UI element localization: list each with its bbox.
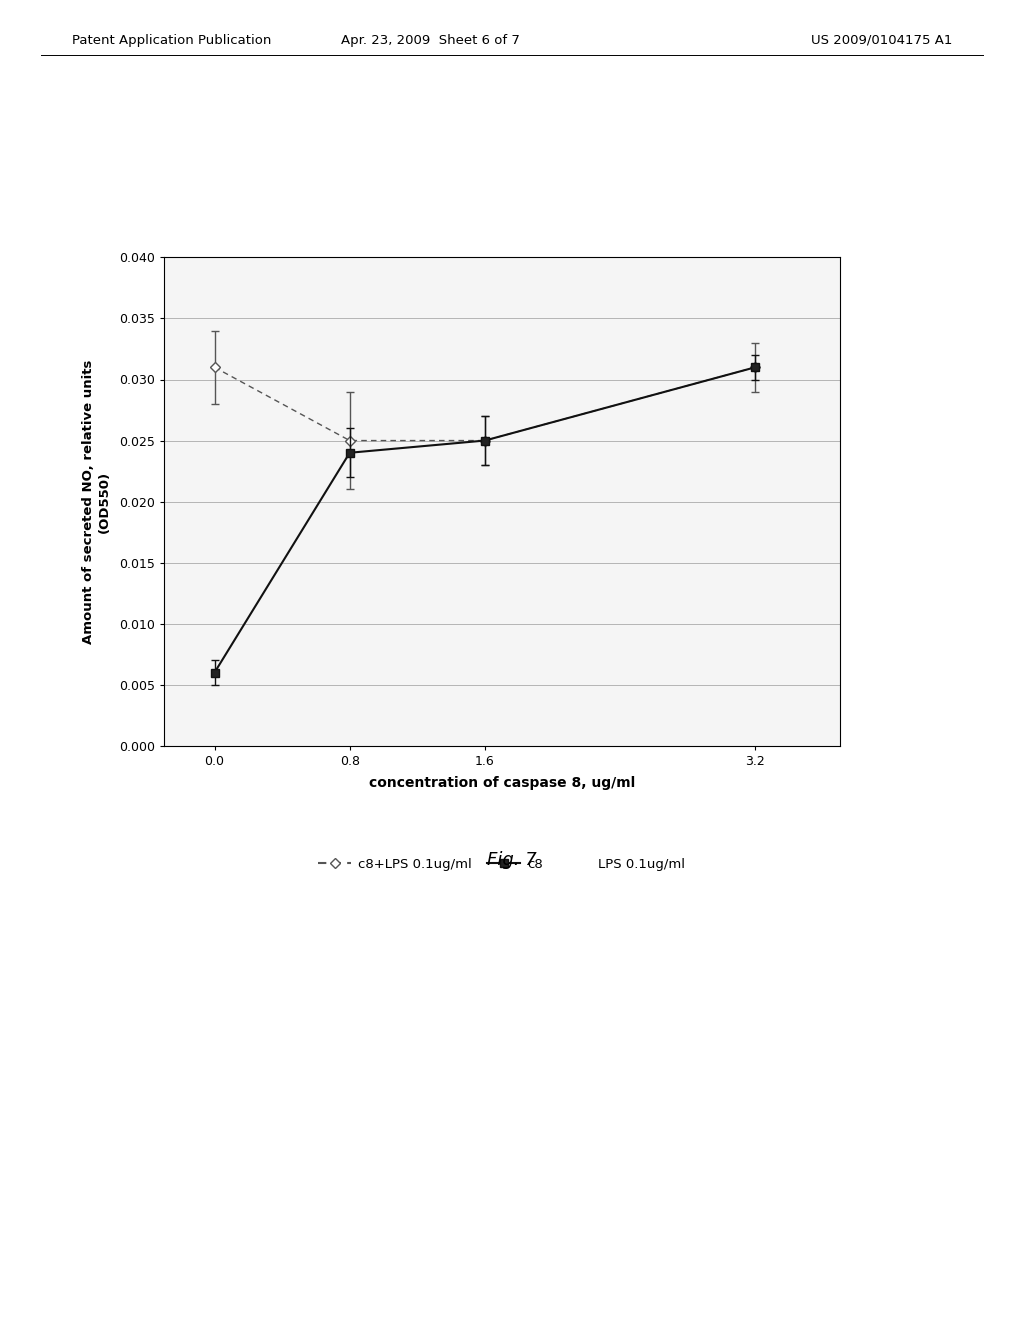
Y-axis label: Amount of secreted NO, relative units
(OD550): Amount of secreted NO, relative units (O… [83, 359, 111, 644]
Text: Apr. 23, 2009  Sheet 6 of 7: Apr. 23, 2009 Sheet 6 of 7 [341, 33, 519, 46]
Text: Fig. 7: Fig. 7 [487, 850, 537, 869]
Legend: c8+LPS 0.1ug/ml, c8, LPS 0.1ug/ml: c8+LPS 0.1ug/ml, c8, LPS 0.1ug/ml [313, 853, 690, 876]
X-axis label: concentration of caspase 8, ug/ml: concentration of caspase 8, ug/ml [369, 776, 635, 791]
Text: US 2009/0104175 A1: US 2009/0104175 A1 [811, 33, 952, 46]
Text: Patent Application Publication: Patent Application Publication [72, 33, 271, 46]
